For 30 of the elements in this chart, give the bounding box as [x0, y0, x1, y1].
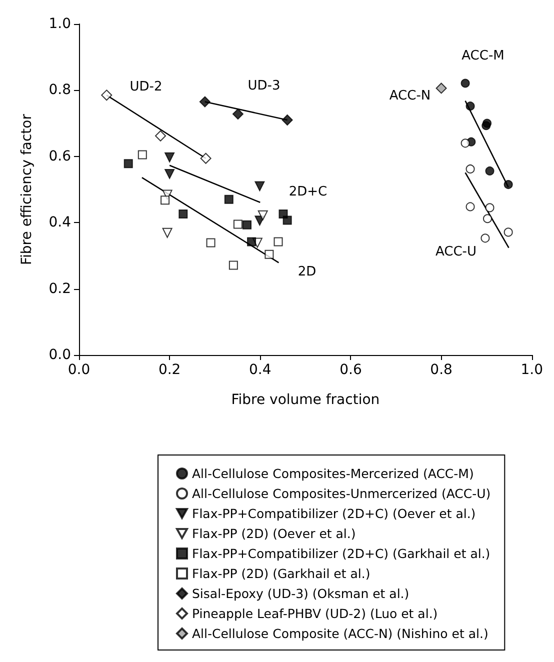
x-tick-label: 0.0 [68, 362, 90, 378]
legend-label: Flax-PP+Compatibilizer (2D+C) (Garkhail et al.) [192, 546, 490, 561]
annotation: 2D+C [288, 184, 328, 200]
y-tick-label: 0.8 [48, 82, 71, 98]
y-tick-label: 0.6 [48, 148, 72, 164]
legend-label: Flax-PP (2D) (Garkhail et al.) [192, 566, 370, 581]
x-tick-label: 0.2 [158, 362, 181, 378]
y-tick-label: 0.2 [48, 280, 71, 297]
annotation: ACC-N [389, 88, 431, 104]
x-tick-label: 1.0 [520, 362, 543, 378]
y-axis-title: Fibre efficiency factor [19, 114, 35, 265]
legend-label: All-Cellulose Composites-Unmercerized (ACC-U) [192, 486, 491, 501]
x-tick-label: 0.4 [249, 362, 272, 378]
y-tick-label: 0.4 [48, 214, 72, 231]
annotation: UD-2 [130, 80, 162, 94]
annotation: ACC-M [462, 48, 504, 64]
y-tick-label: 1.0 [48, 16, 71, 32]
legend-label: All-Cellulose Composites-Mercerized (ACC-M) [192, 466, 474, 481]
legend-label: Flax-PP+Compatibilizer (2D+C) (Oever et al.) [192, 506, 476, 521]
legend-label: Pineapple Leaf-PHBV (UD-2) (Luo et al.) [192, 606, 438, 621]
x-tick-label: 0.8 [430, 362, 452, 378]
y-tick-label: 0.0 [48, 347, 71, 363]
legend-label: Flax-PP (2D) (Oever et al.) [192, 526, 356, 541]
annotation: ACC-U [435, 244, 477, 260]
annotation: 2D [298, 264, 316, 280]
x-axis-title: Fibre volume fraction [231, 392, 380, 408]
legend-label: Sisal-Epoxy (UD-3) (Oksman et al.) [192, 586, 410, 601]
legend-label: All-Cellulose Composite (ACC-N) (Nishino et al.) [192, 626, 488, 641]
x-tick-label: 0.6 [340, 362, 362, 378]
annotation: UD-3 [248, 78, 280, 94]
